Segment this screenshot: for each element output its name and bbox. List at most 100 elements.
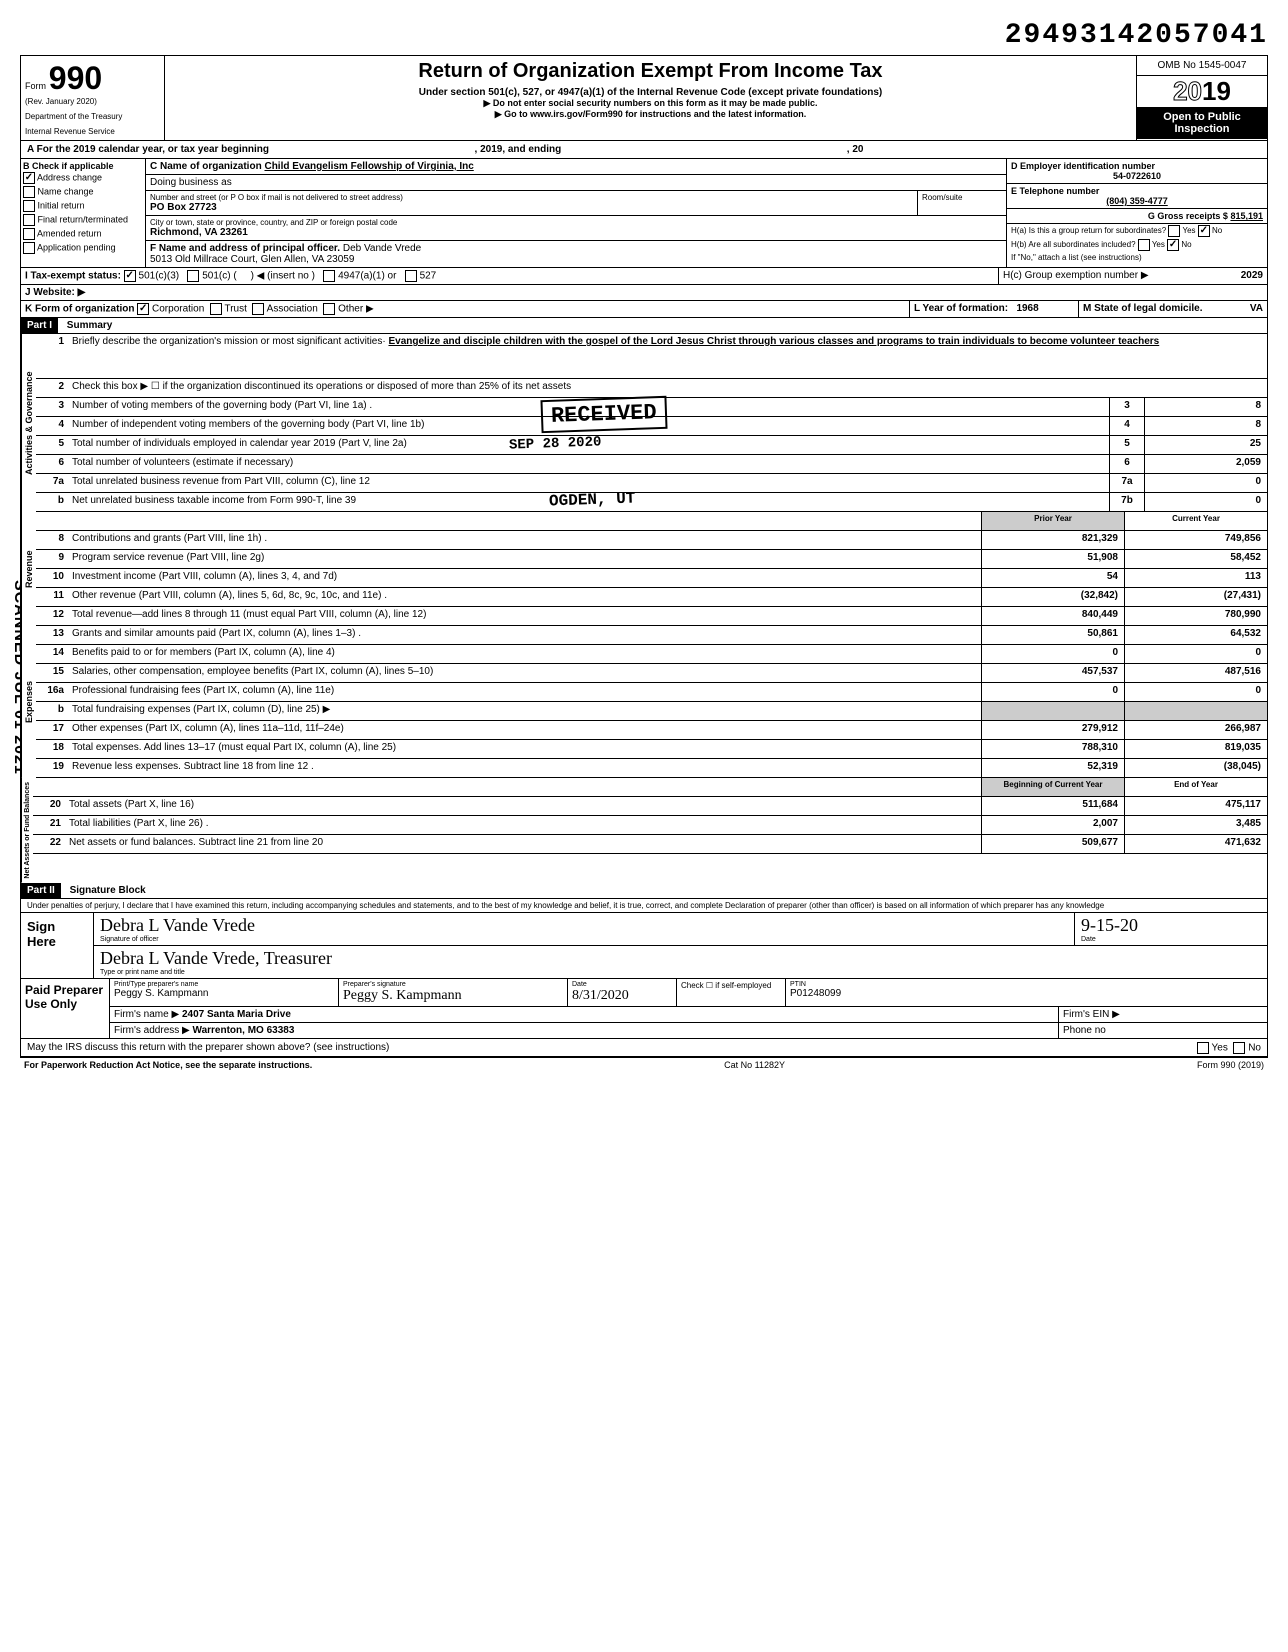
vtab-expenses: Expenses [21,626,36,778]
prior-val: 0 [981,645,1124,663]
prep-name: Peggy S. Kampmann [114,988,334,999]
m-label: M State of legal domicile. [1083,303,1202,314]
line-box: 7b [1109,493,1144,511]
line-num: 7a [36,474,70,492]
line-num: 6 [36,455,70,473]
line-num: 22 [33,835,67,853]
prep-sig-label: Preparer's signature [343,981,563,988]
line-num: 5 [36,436,70,454]
cb-ha-no[interactable]: ✓ [1198,225,1210,237]
line-text: Benefits paid to or for members (Part IX… [70,645,981,663]
line-a-mid: , 2019, and ending [475,144,562,155]
prior-val: 511,684 [981,797,1124,815]
phone: (804) 359-4777 [1011,196,1263,206]
line-text: Total number of volunteers (estimate if … [70,455,1109,473]
prior-val: 2,007 [981,816,1124,834]
part-ii-header: Part II [21,883,61,898]
lbl-name-change: Name change [38,186,94,196]
part-i-title: Summary [61,320,113,331]
l-label: L Year of formation: [914,303,1008,314]
dln: 29493142057041 [20,20,1268,51]
may-irs: May the IRS discuss this return with the… [27,1042,389,1053]
cb-ha-yes[interactable] [1168,225,1180,237]
cb-corp[interactable]: ✓ [137,303,149,315]
cb-hb-yes[interactable] [1138,239,1150,251]
line-text: Net unrelated business taxable income fr… [70,493,1109,511]
i-label: I Tax-exempt status: [25,271,121,282]
line-num: 21 [33,816,67,834]
cb-discuss-yes[interactable] [1197,1042,1209,1054]
prep-date: 8/31/2020 [572,988,672,1004]
cb-527[interactable] [405,270,417,282]
col-begin: Beginning of Current Year [981,778,1124,796]
line-text: Total revenue—add lines 8 through 11 (mu… [70,607,981,625]
vtab-governance: Activities & Governance [21,334,36,512]
current-val: 487,516 [1124,664,1267,682]
ein: 54-0722610 [1011,171,1263,181]
firm-name-label: Firm's name ▶ [114,1009,179,1020]
cb-other[interactable] [323,303,335,315]
cb-discuss-no[interactable] [1233,1042,1245,1054]
line-num: 11 [36,588,70,606]
sig-sub-date: Date [1081,936,1261,943]
form-prefix: Form [25,81,46,91]
lbl-insert: ) ◀ (insert no ) [251,271,315,282]
cb-address-change[interactable]: ✓ [23,172,35,184]
line-a-end: , 20 [847,144,864,155]
prep-sig: Peggy S. Kampmann [343,988,563,1004]
line-val: 0 [1144,493,1267,511]
prior-val: 0 [981,683,1124,701]
l-val: 1968 [1016,303,1038,314]
line-text: Total fundraising expenses (Part IX, col… [70,702,981,720]
current-val: 3,485 [1124,816,1267,834]
prior-val: 509,677 [981,835,1124,853]
lbl-amended: Amended return [37,228,102,238]
prior-val: 821,329 [981,531,1124,549]
officer-signature: Debra L Vande Vrede [100,915,255,935]
cb-501c[interactable] [187,270,199,282]
line1-text: Evangelize and disciple children with th… [388,336,1159,347]
part-ii-title: Signature Block [64,885,146,896]
sig-date: 9-15-20 [1081,915,1138,935]
year-prefix: 20 [1173,76,1202,106]
cb-amended[interactable] [23,228,35,240]
line-text: Investment income (Part VIII, column (A)… [70,569,981,587]
k-label: K Form of organization [25,304,134,315]
cb-trust[interactable] [210,303,222,315]
f-addr: 5013 Old Millrace Court, Glen Allen, VA … [150,254,1002,265]
cb-4947[interactable] [323,270,335,282]
note-ssn: ▶ Do not enter social security numbers o… [169,98,1132,109]
org-name: Child Evangelism Fellowship of Virginia,… [264,161,473,172]
current-val: 749,856 [1124,531,1267,549]
current-val: 0 [1124,683,1267,701]
cb-initial[interactable] [23,200,35,212]
lbl-pending: Application pending [37,242,116,252]
line-text: Other expenses (Part IX, column (A), lin… [70,721,981,739]
firm-ein-label: Firm's EIN ▶ [1059,1007,1267,1022]
j-label: J Website: ▶ [25,287,85,298]
prior-val: 279,912 [981,721,1124,739]
cb-hb-no[interactable]: ✓ [1167,239,1179,251]
m-val: VA [1250,303,1263,314]
cb-name-change[interactable] [23,186,35,198]
line-num: 8 [36,531,70,549]
line2: Check this box ▶ ☐ if the organization d… [70,379,1267,397]
line-box: 3 [1109,398,1144,416]
current-val [1124,702,1267,720]
form-990: Form 990 (Rev. January 2020) Department … [20,55,1268,1058]
prep-date-label: Date [572,981,672,988]
line-text: Net assets or fund balances. Subtract li… [67,835,981,853]
line-box: 4 [1109,417,1144,435]
line-num: 4 [36,417,70,435]
cb-final[interactable] [23,214,35,226]
paid-preparer: Paid Preparer Use Only [21,979,109,1038]
line-num: 14 [36,645,70,663]
cb-assoc[interactable] [252,303,264,315]
lbl-corp: Corporation [152,304,204,315]
sig-sub2: Type or print name and title [100,969,1261,976]
line-num: b [36,702,70,720]
line-text: Grants and similar amounts paid (Part IX… [70,626,981,644]
cb-pending[interactable] [23,242,35,254]
cb-501c3[interactable]: ✓ [124,270,136,282]
line-text: Total number of individuals employed in … [70,436,1109,454]
